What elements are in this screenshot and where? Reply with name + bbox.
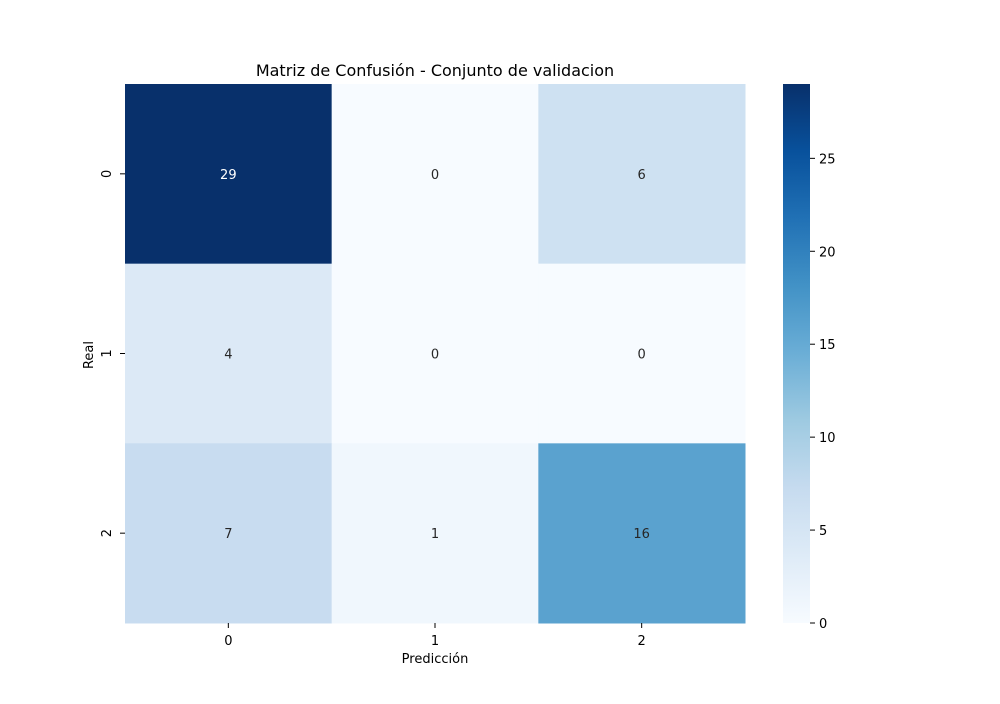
- y-axis-ticks: 0 1 2: [100, 170, 125, 537]
- colorbar-tick-label: 15: [819, 338, 836, 353]
- colorbar-ticks: 0 5 10 15 20 25: [810, 152, 836, 632]
- cell-value-label: 0: [638, 348, 646, 363]
- heatmap-cell: [125, 443, 333, 624]
- colorbar-tick-label: 10: [819, 431, 836, 446]
- x-tick-label: 1: [431, 634, 439, 649]
- cell-value-label: 0: [431, 348, 439, 363]
- heatmap-cell: [331, 443, 539, 624]
- y-tick-label: 0: [100, 170, 115, 178]
- chart-title: Matriz de Confusión - Conjunto de valida…: [256, 61, 614, 80]
- heatmap-cell: [331, 263, 539, 444]
- heatmap-cell: [538, 263, 746, 444]
- x-tick-label: 2: [638, 634, 646, 649]
- cell-value-label: 7: [224, 527, 232, 542]
- y-tick-label: 1: [100, 349, 115, 357]
- colorbar-tick-label: 0: [819, 617, 827, 632]
- colorbar-tick-label: 5: [819, 524, 827, 539]
- heatmap-cell: [538, 443, 746, 624]
- cell-value-label: 29: [220, 168, 237, 183]
- heatmap-cell: [331, 84, 539, 265]
- heatmap-cell: [125, 263, 333, 444]
- heatmap-cell: [125, 84, 333, 265]
- colorbar-tick-label: 20: [819, 245, 836, 260]
- heatmap-cell: [538, 84, 746, 265]
- x-axis-label: Predicción: [402, 652, 469, 667]
- x-axis-ticks: 0 1 2: [224, 623, 646, 649]
- y-axis-label: Real: [82, 341, 97, 369]
- colorbar: [783, 84, 810, 623]
- cell-value-label: 6: [638, 168, 646, 183]
- cell-value-label: 0: [431, 168, 439, 183]
- x-tick-label: 0: [224, 634, 232, 649]
- y-tick-label: 2: [100, 529, 115, 537]
- heatmap-cells: [125, 84, 746, 624]
- heatmap-cell-labels: 29 0 6 4 0 0 7 1 16: [220, 168, 650, 542]
- colorbar-tick-label: 25: [819, 152, 836, 167]
- cell-value-label: 1: [431, 527, 439, 542]
- cell-value-label: 4: [224, 348, 232, 363]
- cell-value-label: 16: [633, 527, 650, 542]
